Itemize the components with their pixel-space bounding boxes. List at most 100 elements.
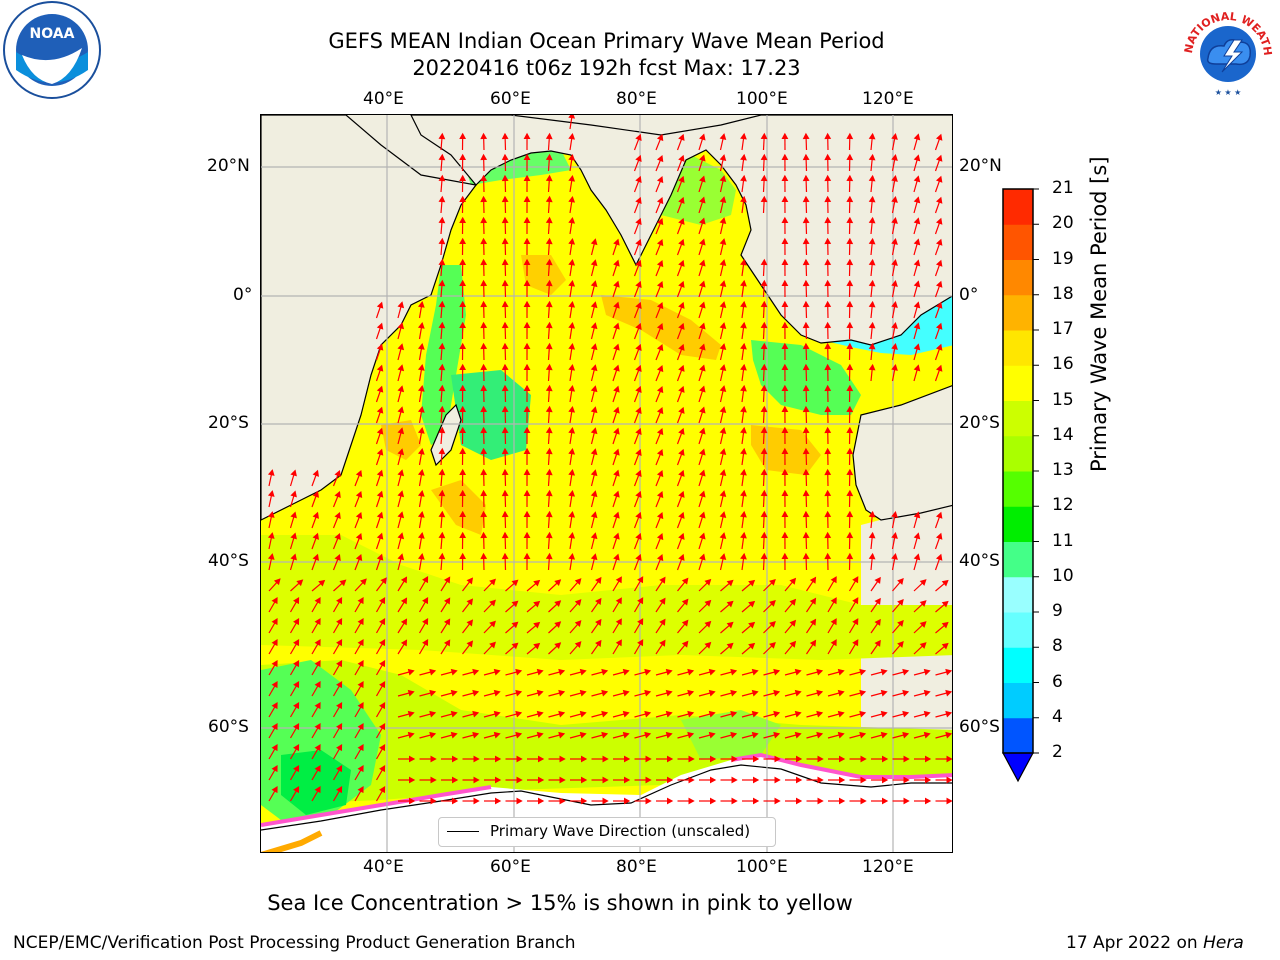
wave-arrow-head: [868, 174, 876, 182]
wave-arrow-head: [859, 731, 867, 739]
wave-arrow-head: [473, 755, 480, 763]
wave-arrow-head: [719, 448, 727, 456]
wave-arrow-head: [613, 553, 620, 561]
wave-arrow-head: [290, 553, 297, 561]
wave-arrow-head: [336, 765, 343, 773]
colorbar-tick-label: 13: [1052, 460, 1074, 480]
wave-arrow-head: [913, 532, 921, 540]
wave-arrow-head: [450, 710, 458, 718]
colorbar-tick-label: 8: [1052, 636, 1063, 657]
wave-arrow-head: [407, 668, 415, 676]
wave-arrow-head: [637, 639, 644, 647]
wave-arrow-head: [417, 342, 425, 350]
wave-arrow-head: [740, 174, 747, 182]
wave-arrow-head: [438, 174, 446, 182]
wave-arrow-head: [602, 797, 609, 805]
wave-arrow-head: [581, 776, 588, 784]
wave-arrow-head: [438, 510, 446, 518]
wave-arrow-head: [824, 552, 832, 560]
wave-arrow-head: [271, 744, 278, 752]
wave-arrow-head: [590, 406, 598, 414]
wave-arrow-head: [891, 553, 898, 560]
wave-arrow-head: [824, 342, 832, 350]
wave-arrow-head: [665, 710, 673, 718]
wave-arrow-head: [480, 132, 488, 140]
wave-arrow-head: [422, 597, 429, 605]
wave-arrow-head: [516, 797, 523, 805]
wave-arrow-head: [781, 321, 789, 329]
wave-arrow-head: [590, 490, 598, 498]
wave-arrow-head: [740, 153, 747, 161]
wave-arrow-head: [740, 489, 747, 497]
wave-arrow-head: [945, 710, 952, 718]
wave-arrow-head: [459, 531, 467, 539]
wave-arrow-head: [781, 216, 789, 224]
wave-arrow-head: [430, 755, 437, 763]
wave-arrow-head: [523, 279, 531, 286]
wave-arrow-head: [816, 689, 824, 697]
wave-arrow-head: [579, 731, 587, 739]
wave-arrow-head: [438, 468, 446, 476]
wave-arrow-head: [523, 363, 531, 370]
wave-arrow-head: [515, 731, 523, 739]
wave-arrow-head: [459, 363, 467, 371]
wave-arrow-head: [874, 618, 881, 626]
wave-arrow-head: [400, 639, 408, 647]
wave-arrow-head: [935, 175, 943, 183]
colorbar-tick-label: 18: [1052, 283, 1074, 304]
wave-arrow-head: [824, 363, 832, 371]
wave-arrow-head: [622, 668, 630, 676]
wave-arrow-head: [656, 197, 664, 205]
wave-arrow-head: [760, 321, 768, 329]
wave-arrow-head: [681, 640, 689, 648]
wave-arrow-head: [635, 175, 642, 183]
wave-arrow-head: [360, 578, 367, 586]
wave-arrow-head: [859, 689, 867, 697]
wave-arrow-head: [740, 132, 747, 140]
wave-arrow-head: [450, 689, 458, 697]
colorbar-tick-label: 17: [1052, 319, 1074, 339]
wave-arrow-head: [314, 618, 321, 626]
wave-arrow-head: [802, 510, 810, 518]
wave-arrow-head: [699, 364, 706, 372]
wave-arrow-head: [678, 217, 685, 225]
wave-arrow-head: [613, 280, 620, 288]
wave-arrow-head: [480, 237, 488, 245]
wave-arrow-head: [568, 132, 576, 140]
wave-arrow-head: [376, 322, 384, 330]
wave-arrow-head: [699, 532, 706, 540]
wave-arrow-head: [314, 681, 321, 689]
wave-arrow-head: [635, 238, 642, 246]
wave-arrow-head: [802, 531, 810, 539]
wave-arrow-head: [837, 710, 845, 718]
wave-arrow-head: [796, 776, 803, 784]
lat-label-right-60s: 60°S: [959, 717, 1000, 737]
wave-arrow-head: [293, 681, 300, 689]
wave-arrow-head: [480, 489, 488, 497]
wave-arrow-head: [719, 427, 727, 435]
wave-arrow-head: [271, 786, 278, 794]
lon-label-bottom-80e: 80°E: [616, 857, 657, 877]
wave-arrow-head: [802, 279, 810, 287]
wave-arrow-head: [719, 133, 727, 141]
wave-arrow-head: [678, 406, 685, 414]
wave-arrow-head: [495, 755, 502, 763]
wave-arrow-head: [613, 490, 620, 498]
wave-arrow-head: [568, 468, 576, 476]
wave-arrow-head: [267, 490, 275, 497]
wave-arrow-head: [480, 195, 488, 203]
wave-arrow-head: [379, 702, 386, 710]
wave-arrow-head: [699, 427, 706, 435]
wave-arrow-head: [536, 731, 544, 739]
wave-arrow-head: [946, 755, 952, 763]
wave-arrow-head: [824, 531, 832, 539]
wave-arrow-head: [667, 776, 674, 784]
wave-arrow-head: [781, 552, 789, 560]
wave-arrow-head: [376, 301, 384, 309]
wave-arrow-head: [824, 426, 832, 434]
svg-text:★ ★ ★: ★ ★ ★: [1215, 88, 1242, 97]
wave-arrow-head: [376, 364, 384, 372]
wave-arrow-head: [545, 468, 553, 476]
wave-arrow-head: [523, 342, 531, 349]
wave-arrow-head: [523, 300, 531, 307]
